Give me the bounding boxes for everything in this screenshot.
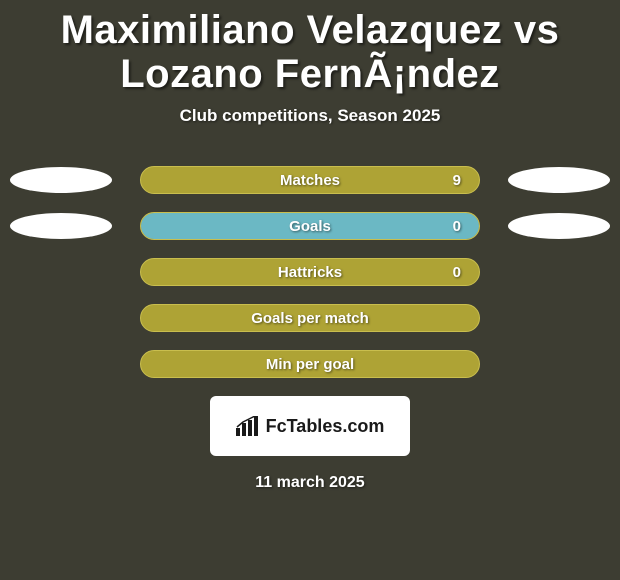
stat-label: Matches <box>280 172 340 189</box>
left-oval <box>10 213 112 239</box>
right-spacer <box>508 259 610 285</box>
stat-row: Goals per match <box>8 304 612 332</box>
stat-bar: Matches 9 <box>140 166 480 194</box>
page-title: Maximiliano Velazquez vs Lozano FernÃ¡nd… <box>8 0 612 106</box>
stat-bar: Goals per match <box>140 304 480 332</box>
stat-rows: Matches 9 Goals 0 Hattricks 0 Goals per match M… <box>8 166 612 378</box>
stat-label: Hattricks <box>278 264 342 281</box>
stat-bar: Goals 0 <box>140 212 480 240</box>
stat-label: Goals <box>289 218 331 235</box>
right-spacer <box>508 351 610 377</box>
stat-value-right: 0 <box>453 264 461 281</box>
card-root: Maximiliano Velazquez vs Lozano FernÃ¡nd… <box>0 0 620 492</box>
stat-label: Min per goal <box>266 356 354 373</box>
stat-row: Hattricks 0 <box>8 258 612 286</box>
left-oval <box>10 167 112 193</box>
subtitle: Club competitions, Season 2025 <box>8 106 612 126</box>
logo-card: FcTables.com <box>210 396 410 456</box>
date-text: 11 march 2025 <box>8 474 612 492</box>
stat-bar: Min per goal <box>140 350 480 378</box>
stat-value-right: 9 <box>453 172 461 189</box>
stat-bar: Hattricks 0 <box>140 258 480 286</box>
stat-row: Goals 0 <box>8 212 612 240</box>
stat-row: Matches 9 <box>8 166 612 194</box>
right-oval <box>508 213 610 239</box>
left-spacer <box>10 305 112 331</box>
left-spacer <box>10 259 112 285</box>
stat-value-right: 0 <box>453 218 461 235</box>
stat-label: Goals per match <box>251 310 369 327</box>
left-spacer <box>10 351 112 377</box>
right-spacer <box>508 305 610 331</box>
right-oval <box>508 167 610 193</box>
chart-icon <box>236 416 260 436</box>
stat-row: Min per goal <box>8 350 612 378</box>
logo-text: FcTables.com <box>266 416 385 437</box>
